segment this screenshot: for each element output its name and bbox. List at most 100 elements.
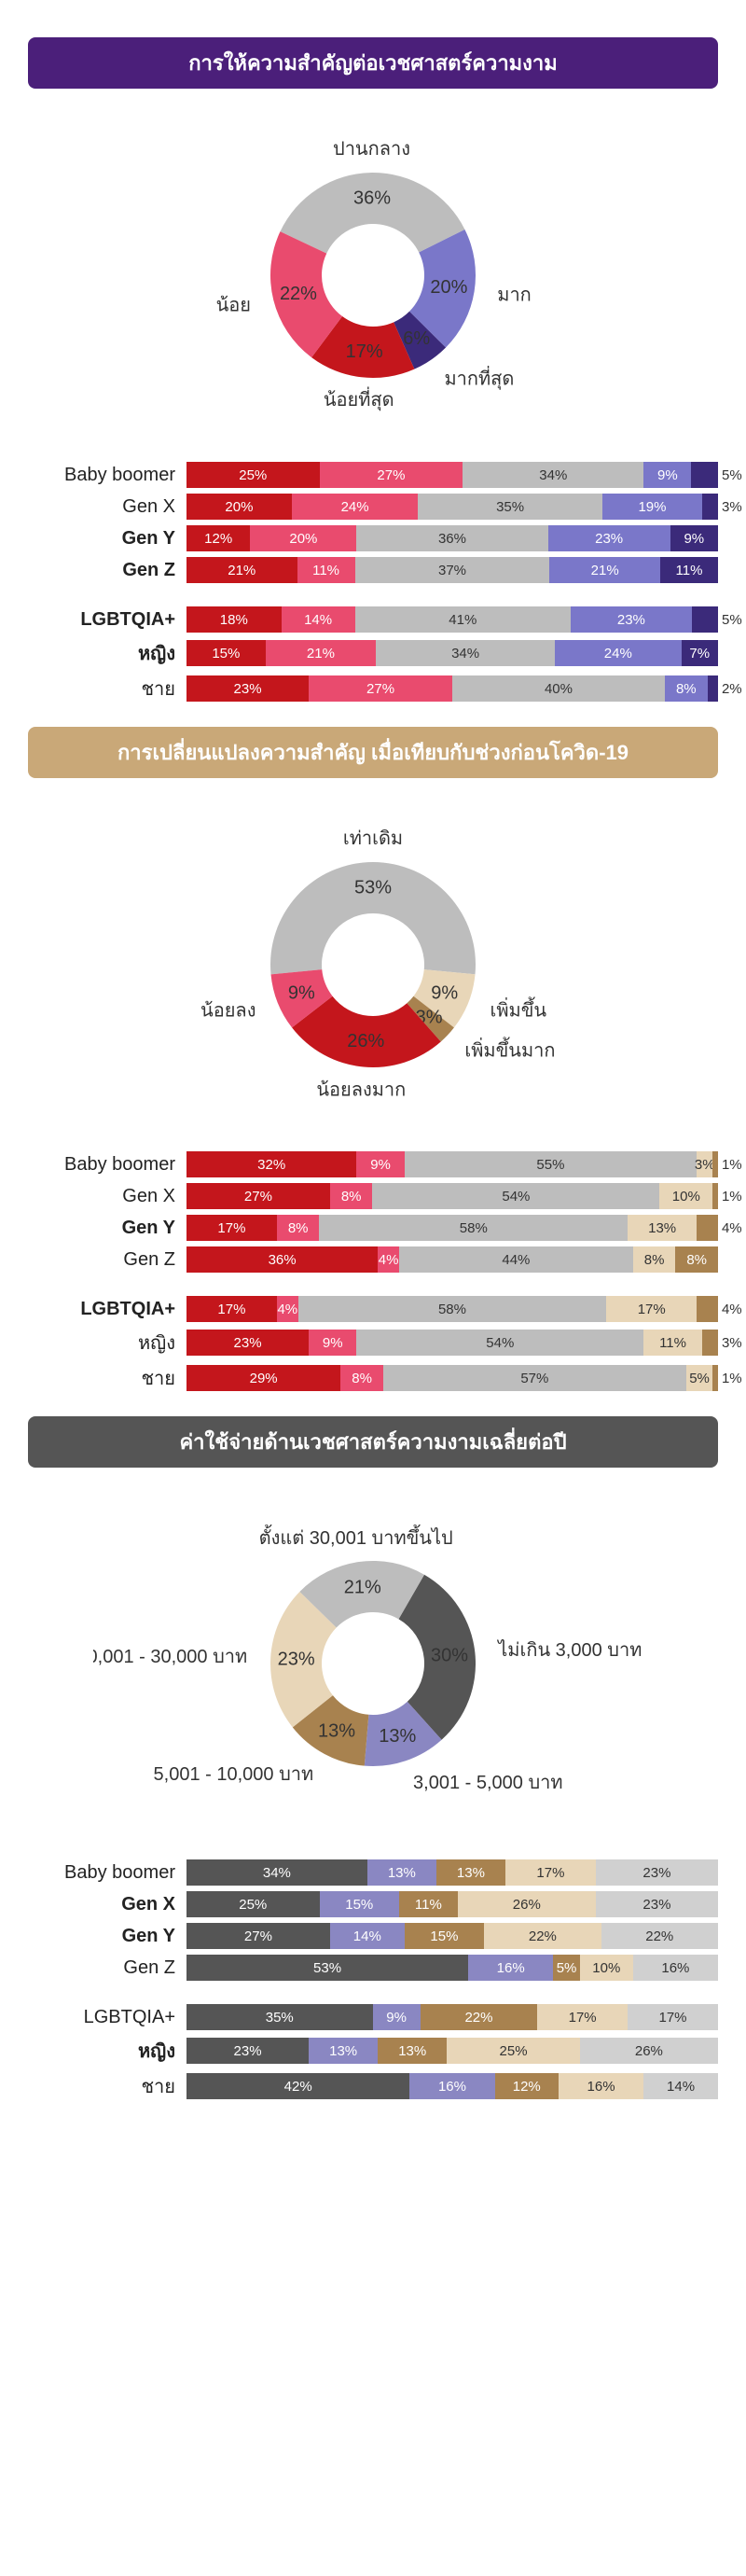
bar-track: 53%16%5%10%16%	[186, 1955, 718, 1981]
bar-label: LGBTQIA+	[28, 609, 186, 631]
bar-segment: 4%	[378, 1246, 399, 1273]
bar-row: ชาย42%16%12%16%14%	[28, 2071, 718, 2101]
bar-row: LGBTQIA+17%4%58%17%4%	[28, 1296, 718, 1322]
bar-segment: 37%	[355, 557, 550, 583]
bar-segment: 8%	[675, 1246, 718, 1273]
section-header-2: การเปลี่ยนแปลงความสำคัญ เมื่อเทียบกับช่ว…	[28, 727, 718, 778]
bar-segment: 14%	[643, 2073, 718, 2099]
bar-segment: 8%	[277, 1215, 320, 1241]
svg-text:21%: 21%	[344, 1577, 381, 1597]
bar-track: 29%8%57%5%1%	[186, 1365, 718, 1391]
bar-segment: 5%	[691, 462, 718, 488]
donut-label: ไม่เกิน 3,000 บาท	[496, 1639, 642, 1661]
bar-segment: 15%	[320, 1891, 400, 1917]
bar-row: หญิง23%13%13%25%26%	[28, 2036, 718, 2066]
bar-label: LGBTQIA+	[28, 2007, 186, 2028]
bar-label: Gen Y	[28, 1926, 186, 1947]
bar-segment: 8%	[665, 675, 708, 702]
bar-segment: 9%	[643, 462, 691, 488]
bar-segment: 12%	[495, 2073, 559, 2099]
bar-segment: 4%	[697, 1215, 718, 1241]
bar-row: Baby boomer25%27%34%9%5%	[28, 462, 718, 488]
bar-segment: 15%	[186, 640, 266, 666]
bar-segment: 4%	[277, 1296, 298, 1322]
bar-segment: 13%	[367, 1859, 436, 1886]
bar-label: Gen X	[28, 1186, 186, 1207]
bar-segment: 16%	[559, 2073, 643, 2099]
bar-segment: 5%	[686, 1365, 713, 1391]
donut-label: น้อยลงมาก	[316, 1079, 406, 1100]
bar-segment: 5%	[692, 606, 718, 633]
bar-track: 36%4%44%8%8%	[186, 1246, 718, 1273]
bar-row: LGBTQIA+18%14%41%23%5%	[28, 606, 718, 633]
bar-segment: 1%	[712, 1183, 718, 1209]
bar-segment: 35%	[186, 2004, 373, 2030]
bar-track: 25%15%11%26%23%	[186, 1891, 718, 1917]
bar-segment: 40%	[452, 675, 665, 702]
svg-text:53%: 53%	[354, 878, 392, 898]
bar-segment: 21%	[549, 557, 660, 583]
bar-segment: 54%	[372, 1183, 659, 1209]
bar-row: Gen X25%15%11%26%23%	[28, 1891, 718, 1917]
donut-chart-3: 30%ไม่เกิน 3,000 บาท13%3,001 - 5,000 บาท…	[28, 1496, 718, 1831]
bar-segment: 26%	[458, 1891, 596, 1917]
bar-track: 35%9%22%17%17%	[186, 2004, 718, 2030]
bar-row: ชาย23%27%40%8%2%	[28, 674, 718, 703]
donut-label: 5,001 - 10,000 บาท	[154, 1764, 314, 1785]
svg-text:20%: 20%	[430, 277, 467, 298]
bar-segment: 23%	[186, 1330, 309, 1356]
bar-segment: 1%	[712, 1151, 718, 1177]
bar-label: หญิง	[28, 638, 186, 668]
bar-segment: 13%	[628, 1215, 697, 1241]
bar-track: 27%14%15%22%22%	[186, 1923, 718, 1949]
bar-row: Gen Z36%4%44%8%8%	[28, 1246, 718, 1273]
bar-track: 15%21%34%24%7%	[186, 640, 718, 666]
bar-segment: 17%	[628, 2004, 718, 2030]
bar-segment: 14%	[330, 1923, 405, 1949]
donut-label: เท่าเดิม	[343, 828, 403, 849]
svg-text:26%: 26%	[347, 1031, 384, 1051]
bar-label: Baby boomer	[28, 1862, 186, 1884]
donut-label: น้อยลง	[200, 1001, 256, 1022]
bar-row: Gen Y27%14%15%22%22%	[28, 1923, 718, 1949]
bar-label: Gen X	[28, 496, 186, 518]
bar-segment: 23%	[548, 525, 670, 551]
bar-segment: 23%	[186, 2038, 309, 2064]
bar-row: LGBTQIA+35%9%22%17%17%	[28, 2004, 718, 2030]
bar-row: หญิง23%9%54%11%3%	[28, 1328, 718, 1358]
bar-segment: 29%	[186, 1365, 340, 1391]
bar-segment: 27%	[309, 675, 452, 702]
donut-label: น้อย	[216, 296, 251, 316]
bar-segment: 17%	[606, 1296, 697, 1322]
svg-text:17%: 17%	[346, 341, 383, 362]
bar-row: Gen Y12%20%36%23%9%	[28, 525, 718, 551]
donut-chart-2: 53%เท่าเดิม9%เพิ่มขึ้น3%เพิ่มขึ้นมาก26%น…	[28, 806, 718, 1123]
bar-track: 17%4%58%17%4%	[186, 1296, 718, 1322]
bar-segment: 58%	[319, 1215, 628, 1241]
bar-track: 20%24%35%19%3%	[186, 494, 718, 520]
bar-segment: 44%	[399, 1246, 633, 1273]
donut-slice	[280, 173, 464, 254]
bar-segment: 8%	[633, 1246, 676, 1273]
bar-track: 12%20%36%23%9%	[186, 525, 718, 551]
bar-segment: 32%	[186, 1151, 356, 1177]
bar-row: Gen Z21%11%37%21%11%	[28, 557, 718, 583]
donut-chart-1: 36%ปานกลาง20%มาก6%มากที่สุด17%น้อยที่สุด…	[28, 117, 718, 434]
bar-segment: 23%	[596, 1891, 718, 1917]
bar-segment: 55%	[405, 1151, 698, 1177]
bar-segment: 16%	[468, 1955, 553, 1981]
bar-track: 23%9%54%11%3%	[186, 1330, 718, 1356]
svg-text:36%: 36%	[353, 188, 391, 209]
donut-label: เพิ่มขึ้น	[490, 997, 547, 1022]
bar-segment: 1%	[712, 1365, 718, 1391]
section-header-1: การให้ความสำคัญต่อเวชศาสตร์ความงาม	[28, 37, 718, 89]
bar-label: Gen Y	[28, 1218, 186, 1239]
svg-text:9%: 9%	[431, 982, 458, 1003]
bar-segment: 22%	[601, 1923, 718, 1949]
bar-segment: 21%	[266, 640, 377, 666]
bars-group-1: LGBTQIA+18%14%41%23%5% หญิง15%21%34%24%7%…	[28, 606, 718, 703]
svg-text:9%: 9%	[288, 982, 315, 1003]
bar-label: LGBTQIA+	[28, 1299, 186, 1320]
bar-track: 17%8%58%13%4%	[186, 1215, 718, 1241]
bar-segment: 2%	[708, 675, 718, 702]
